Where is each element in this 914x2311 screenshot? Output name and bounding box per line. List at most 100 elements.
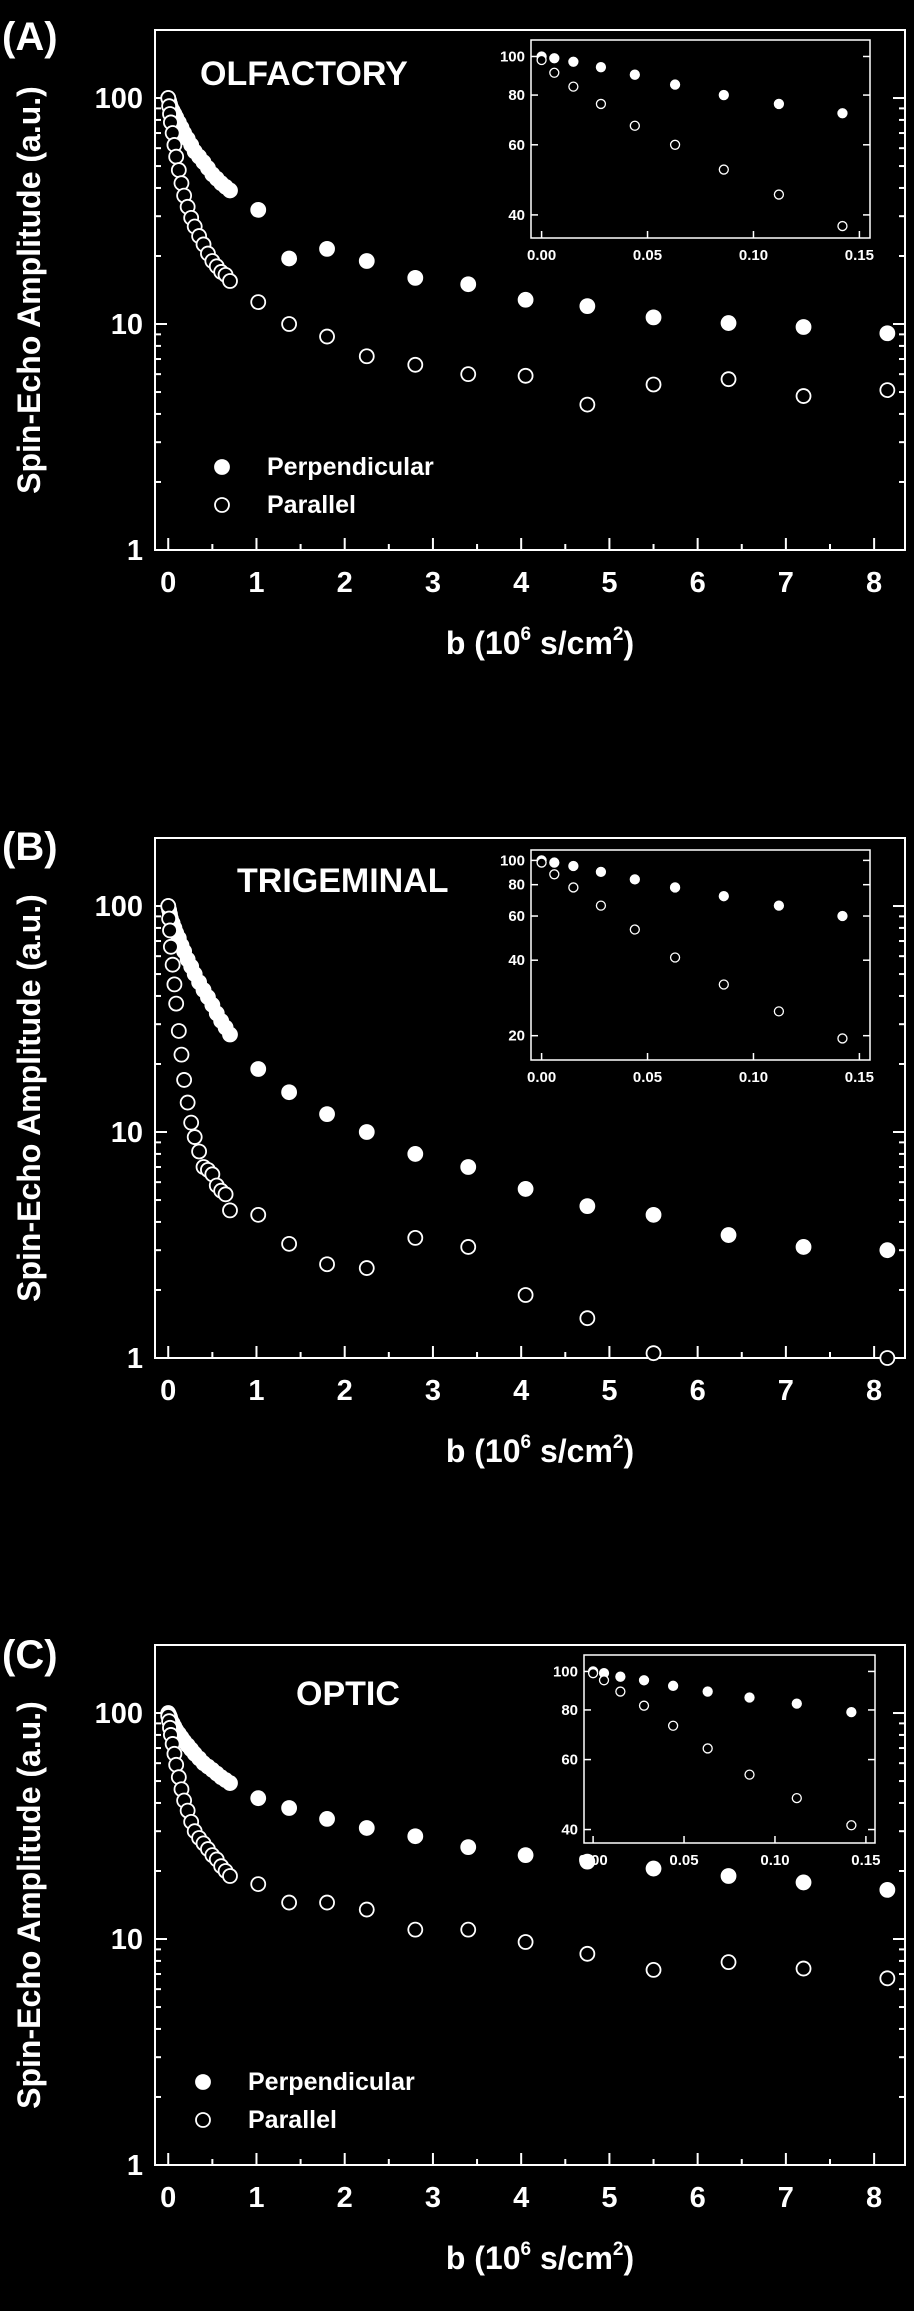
inset-y-tick-label: 40: [508, 207, 525, 224]
data-point-parallel: [173, 1046, 190, 1063]
inset-data-point-parallel: [568, 81, 579, 92]
data-point-parallel: [358, 1260, 375, 1276]
x-axis-label: b (106 s/cm2): [446, 2239, 634, 2276]
data-point-perpendicular: [879, 325, 896, 342]
data-point-perpendicular: [407, 1146, 424, 1162]
y-axis-label: Spin-Echo Amplitude (a.u.): [11, 1701, 47, 2109]
inset-data-point-parallel: [702, 1743, 713, 1754]
data-point-parallel: [281, 316, 298, 332]
x-tick-label: 6: [690, 1375, 706, 1407]
data-point-parallel: [319, 328, 335, 345]
inset-x-tick-label: 0.15: [851, 1852, 880, 1869]
legend-label-parallel: Parallel: [248, 2106, 337, 2134]
panel-letter: (A): [2, 15, 58, 59]
inset-data-point-parallel: [669, 139, 681, 150]
x-tick-label: 2: [337, 567, 353, 599]
data-point-parallel: [720, 1954, 737, 1971]
inset-data-point-perpendicular: [615, 1671, 626, 1682]
data-point-perpendicular: [720, 1227, 737, 1243]
inset-data-point-parallel: [629, 120, 640, 131]
inset-data-point-parallel: [536, 857, 547, 868]
inset-data-point-perpendicular: [718, 89, 729, 101]
inset-plot: 40 60 80 100 0.00 0.05 0.10 0.15: [500, 39, 874, 264]
inset-y-tick-label: 80: [508, 877, 525, 894]
inset-data-point-parallel: [791, 1792, 802, 1804]
y-tick-label: 1: [127, 535, 143, 567]
legend-label-parallel: Parallel: [267, 491, 356, 519]
legend-label-perpendicular: Perpendicular: [267, 453, 434, 481]
inset-data-point-perpendicular: [629, 874, 640, 885]
data-point-perpendicular: [879, 1242, 896, 1259]
data-point-perpendicular: [222, 1775, 238, 1791]
inset-y-tick-label: 60: [561, 1752, 578, 1769]
inset-data-point-parallel: [718, 979, 729, 990]
x-tick-label: 2: [337, 1375, 353, 1407]
data-point-parallel: [579, 1945, 596, 1962]
inset-data-point-perpendicular: [702, 1686, 713, 1697]
y-tick-label: 1: [127, 1343, 143, 1375]
data-point-parallel: [176, 1072, 193, 1088]
data-point-perpendicular: [250, 1061, 267, 1077]
data-point-parallel: [250, 1876, 267, 1892]
data-point-parallel: [879, 382, 896, 398]
inset-data-point-perpendicular: [837, 910, 848, 922]
data-point-parallel: [281, 1894, 298, 1911]
inset-frame: [530, 39, 871, 239]
x-tick-label: 3: [425, 567, 441, 599]
inset-data-point-parallel: [568, 882, 579, 893]
inset-x-tick-label: 0.10: [739, 1069, 768, 1086]
inset-y-tick-label: 80: [508, 87, 525, 104]
x-tick-label: 8: [866, 2182, 882, 2214]
data-point-parallel: [879, 1350, 896, 1366]
data-point-perpendicular: [281, 1800, 298, 1816]
panel-title: OPTIC: [296, 1675, 400, 1713]
inset-x-tick-label: 0.00: [527, 247, 556, 264]
data-point-parallel: [250, 294, 267, 311]
x-tick-label: 5: [601, 1375, 617, 1407]
data-point-perpendicular: [795, 319, 812, 335]
data-point-parallel: [358, 1901, 375, 1918]
y-axis-label: Spin-Echo Amplitude (a.u.): [11, 86, 47, 494]
inset-data-point-parallel: [744, 1769, 755, 1780]
inset-data-point-parallel: [549, 869, 560, 880]
inset-x-tick-label: 0.00: [527, 1069, 556, 1086]
inset-data-point-parallel: [598, 1675, 610, 1686]
data-point-perpendicular: [460, 1159, 477, 1175]
data-point-parallel: [166, 976, 183, 993]
x-tick-label: 2: [337, 2182, 353, 2214]
inset-data-point-perpendicular: [837, 108, 848, 119]
data-point-parallel: [217, 1186, 234, 1203]
panel-letter: (B): [2, 825, 58, 869]
data-point-parallel: [358, 348, 375, 365]
inset-x-tick-label: 0.05: [633, 1069, 662, 1086]
x-tick-label: 3: [425, 2182, 441, 2214]
inset-data-point-parallel: [638, 1700, 650, 1711]
y-tick-label: 10: [111, 1924, 143, 1956]
inset-data-point-perpendicular: [773, 98, 785, 110]
data-point-parallel: [645, 1345, 662, 1362]
inset-data-point-perpendicular: [549, 53, 560, 64]
x-tick-label: 6: [690, 567, 706, 599]
inset-data-point-parallel: [837, 1033, 848, 1044]
inset-x-tick-label: 0.10: [739, 247, 768, 264]
inset-data-point-parallel: [629, 924, 640, 935]
y-tick-label: 100: [95, 891, 143, 923]
x-tick-label: 6: [690, 2182, 706, 2214]
inset-x-tick-label: 0.10: [760, 1852, 789, 1869]
data-point-perpendicular: [358, 1820, 375, 1836]
data-point-perpendicular: [517, 1181, 534, 1197]
legend-marker-perpendicular: [195, 2074, 211, 2090]
series-parallel: [160, 90, 896, 413]
plot-frame: [154, 1644, 906, 2166]
data-point-parallel: [460, 1239, 477, 1255]
x-tick-label: 0: [160, 2182, 176, 2214]
data-point-parallel: [222, 273, 238, 289]
x-tick-label: 4: [513, 2182, 529, 2214]
data-point-perpendicular: [319, 1811, 335, 1827]
x-tick-label: 7: [778, 567, 794, 599]
data-point-perpendicular: [879, 1881, 896, 1898]
data-point-parallel: [222, 1868, 238, 1884]
inset-data-point-perpendicular: [595, 62, 607, 73]
